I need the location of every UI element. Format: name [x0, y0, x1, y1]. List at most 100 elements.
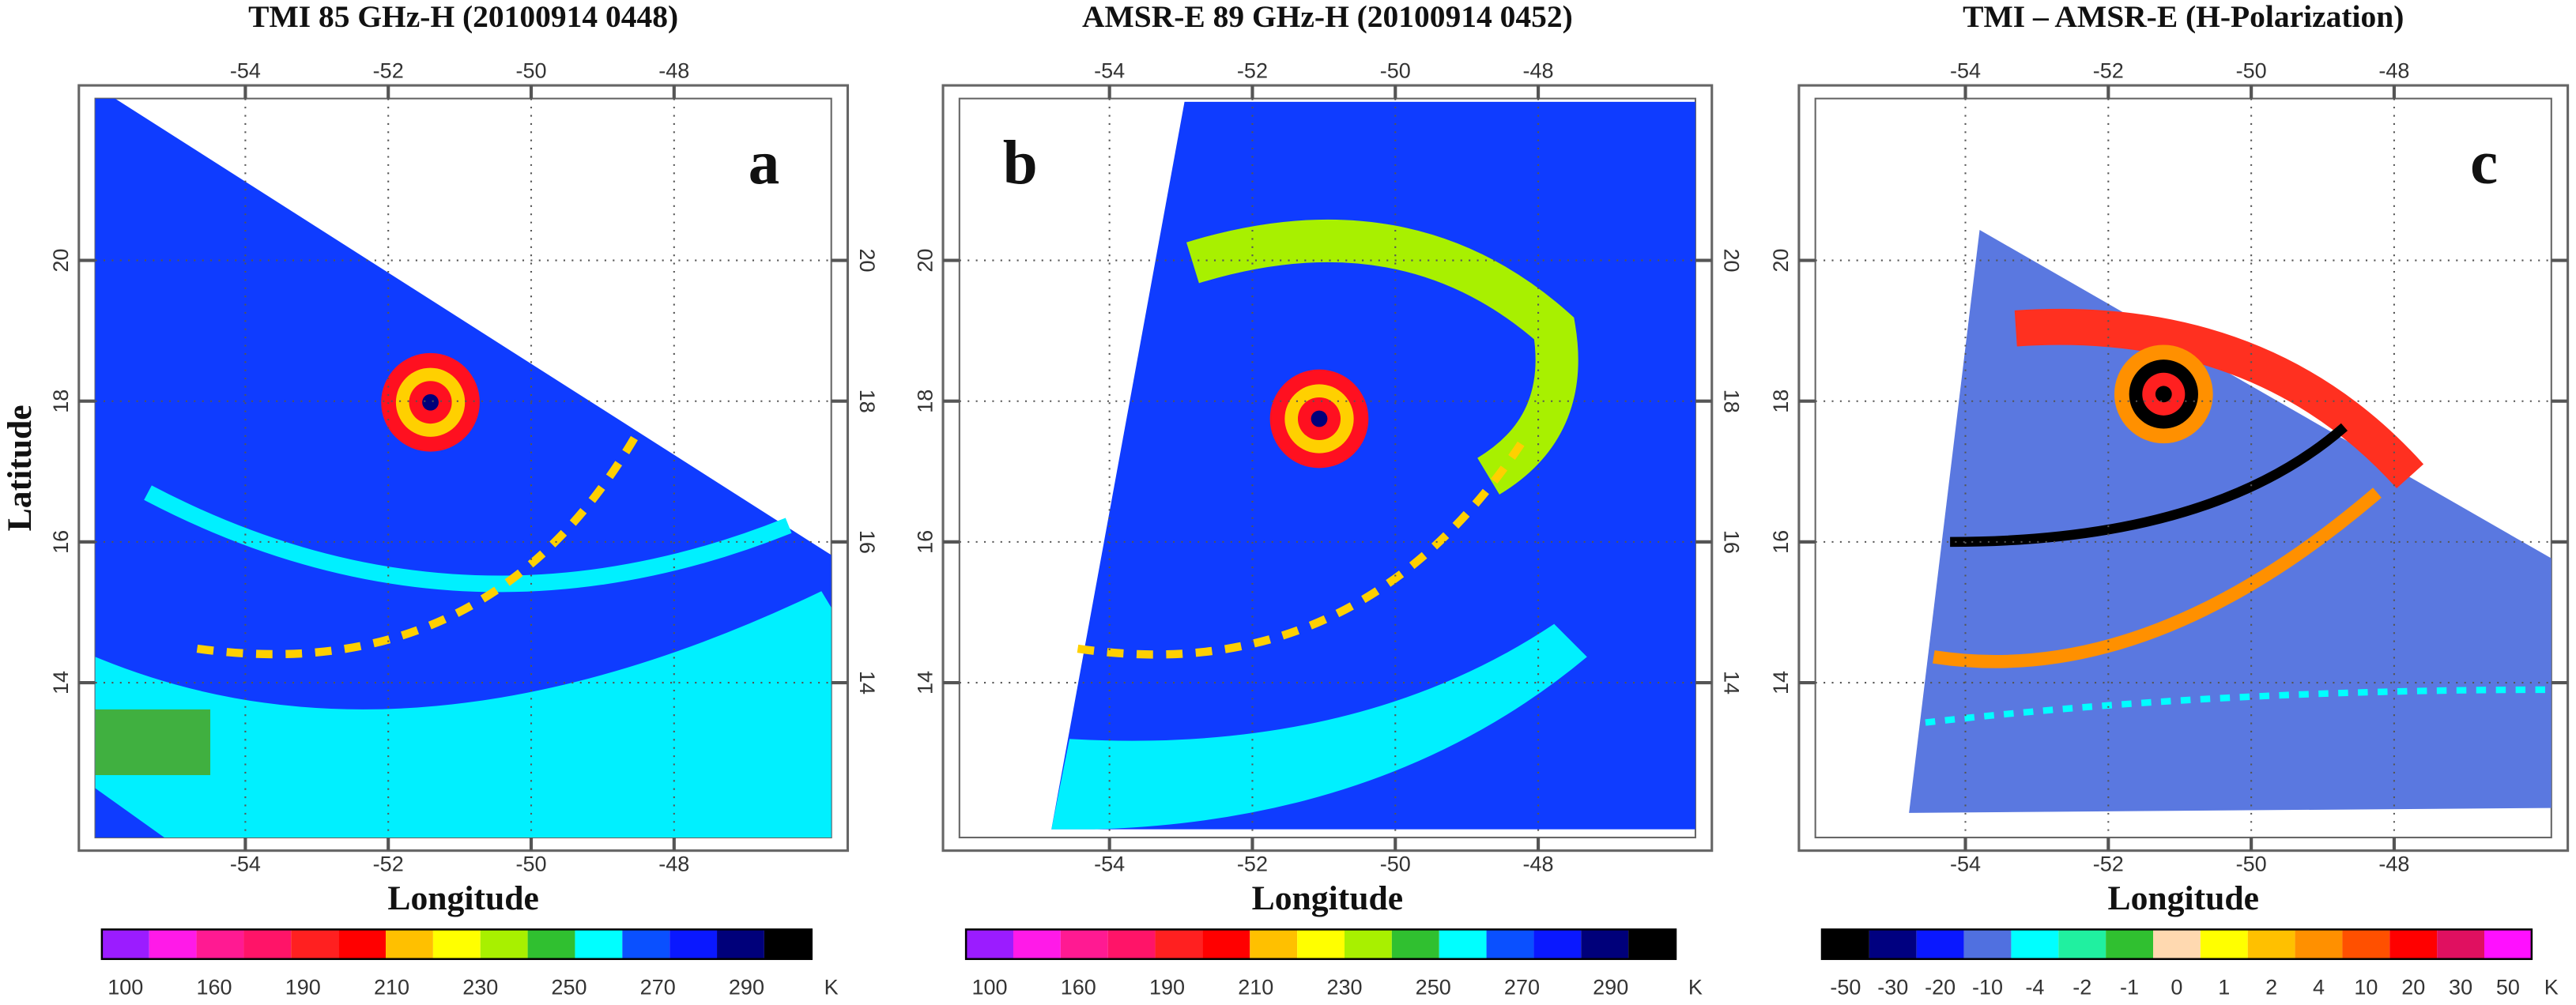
x-tick-label: -48: [2378, 59, 2409, 83]
colorbar-tick-label: 270: [1504, 975, 1540, 999]
colorbar-swatch: [1439, 929, 1487, 959]
colorbar-tick-label: 10: [2354, 975, 2378, 999]
colorbar-swatch: [2011, 929, 2059, 959]
colorbar-tick-label: 250: [1416, 975, 1451, 999]
x-tick-label: -50: [515, 59, 546, 83]
colorbar-tick-label: 230: [462, 975, 498, 999]
colorbar-swatch: [1344, 929, 1392, 959]
colorbar-tick-label: 250: [551, 975, 586, 999]
map-band: [1925, 686, 2551, 726]
colorbar-tick-label: 190: [285, 975, 321, 999]
panel: TMI 85 GHz-H (20100914 0448) -54 -54 -52 -52…: [1, 0, 879, 999]
colorbar-swatch: [386, 929, 433, 959]
colorbar-swatch: [338, 929, 387, 959]
colorbar-swatch: [1391, 929, 1439, 959]
map-image: [1909, 229, 2551, 813]
colorbar-swatch: [1869, 929, 1917, 959]
colorbar-swatch: [291, 929, 339, 959]
colorbar-swatch: [1297, 929, 1345, 959]
colorbar-unit: K: [1688, 975, 1703, 999]
colorbar-swatch: [1821, 929, 1869, 959]
y-tick-label: 14: [1769, 671, 1793, 694]
colorbar-tick-label: 160: [1061, 975, 1096, 999]
colorbar-tick-label: 190: [1149, 975, 1185, 999]
colorbar-swatch: [1963, 929, 2012, 959]
colorbar-swatch: [2342, 929, 2390, 959]
x-tick-label: -54: [1094, 852, 1125, 875]
map-band: [1933, 487, 2382, 668]
map-image: [1051, 101, 1695, 830]
colorbar-tick-label: -10: [1972, 975, 2003, 999]
colorbar-swatch: [1916, 929, 1964, 959]
colorbar-tick-label: -20: [1925, 975, 1956, 999]
y-tick-label: 18: [1719, 390, 1743, 413]
colorbar-tick-label: 30: [2449, 975, 2472, 999]
panel-title: AMSR-E 89 GHz-H (20100914 0452): [1082, 0, 1573, 34]
x-axis-label: Longitude: [1252, 879, 1404, 917]
x-tick-label: -48: [658, 852, 689, 875]
y-tick-label: 20: [1769, 249, 1793, 273]
map-band: [196, 424, 645, 659]
panel-title: TMI – AMSR-E (H-Polarization): [1963, 0, 2404, 34]
panel: TMI – AMSR-E (H-Polarization) -54 -54 -52 -5…: [1769, 0, 2576, 999]
colorbar-frame: [964, 928, 1677, 961]
x-tick-label: -52: [1237, 852, 1268, 875]
y-axis-label: Latitude: [1, 405, 39, 531]
x-tick-label: -54: [1950, 852, 1981, 875]
y-tick-label: 18: [855, 390, 879, 413]
colorbar-swatch: [717, 929, 764, 959]
x-tick-label: -52: [1237, 59, 1268, 83]
colorbar-swatch: [101, 929, 149, 959]
y-tick-label: 14: [49, 671, 73, 694]
colorbar-tick-label: 160: [197, 975, 232, 999]
y-tick-label: 16: [1719, 530, 1743, 554]
colorbar-tick-label: 100: [107, 975, 143, 999]
colorbar-swatch: [243, 929, 292, 959]
y-tick-label: 14: [913, 671, 937, 694]
colorbar-tick-label: 2: [2265, 975, 2277, 999]
map-band: [1051, 623, 1587, 830]
y-tick-label: 14: [1719, 671, 1743, 694]
y-tick-label: 20: [49, 249, 73, 273]
map-band: [1950, 423, 2348, 548]
colorbar-unit: K: [824, 975, 839, 999]
colorbar-swatch: [1581, 929, 1629, 959]
x-tick-label: -48: [1523, 852, 1554, 875]
map-patch: [95, 709, 211, 776]
colorbar-tick-label: 4: [2313, 975, 2325, 999]
panel-label: b: [1003, 129, 1038, 198]
colorbar-swatch: [2200, 929, 2248, 959]
colorbar-frame: [1820, 928, 2533, 961]
colorbar-swatch: [2484, 929, 2532, 959]
colorbar-tick-label: 50: [2496, 975, 2520, 999]
colorbar-swatch: [2389, 929, 2438, 959]
colorbar-swatch: [2247, 929, 2295, 959]
map-band: [144, 485, 792, 593]
colorbar-swatch: [527, 929, 575, 959]
frame-outer: [77, 84, 850, 853]
map-swath: [1909, 229, 2551, 813]
x-tick-label: -50: [1380, 59, 1411, 83]
map-band: [1186, 219, 1578, 495]
map-swath: [95, 98, 832, 555]
y-tick-label: 16: [855, 530, 879, 554]
colorbar-swatch: [1250, 929, 1298, 959]
panel-label: c: [2470, 129, 2498, 198]
panel-title: TMI 85 GHz-H (20100914 0448): [248, 0, 678, 34]
colorbar-swatch: [1533, 929, 1582, 959]
map-image: [95, 98, 832, 838]
colorbar-swatch: [2153, 929, 2201, 959]
colorbar-swatch: [480, 929, 528, 959]
y-tick-label: 20: [913, 249, 937, 273]
x-tick-label: -50: [515, 852, 546, 875]
panel: AMSR-E 89 GHz-H (20100914 0452) -54 -54 -52…: [913, 0, 1743, 999]
colorbar-tick-label: 0: [2171, 975, 2182, 999]
colorbar-tick-label: 270: [640, 975, 676, 999]
colorbar-swatch: [622, 929, 670, 959]
colorbar-swatch: [2295, 929, 2343, 959]
x-tick-label: -50: [1380, 852, 1411, 875]
x-tick-label: -54: [230, 59, 261, 83]
x-tick-label: -52: [2093, 59, 2124, 83]
